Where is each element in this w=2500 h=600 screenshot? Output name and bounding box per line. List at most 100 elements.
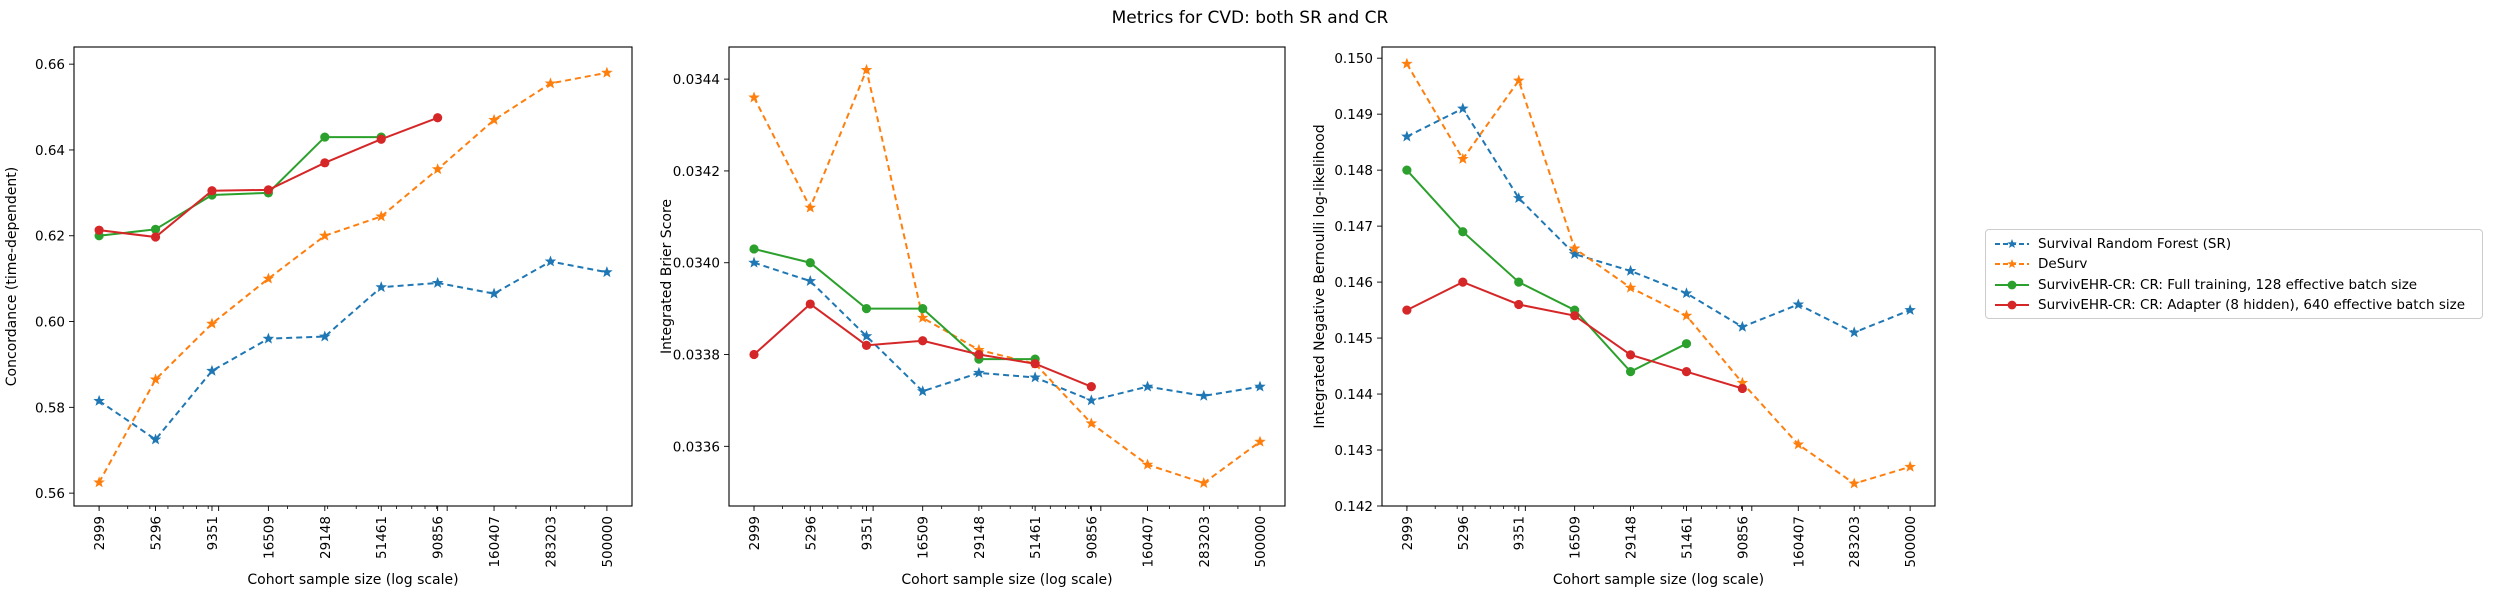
x-tick-label: 2999 — [92, 516, 108, 550]
y-tick-label: 0.149 — [1334, 107, 1373, 123]
data-point-adapter — [207, 186, 217, 196]
x-tick-label: 9351 — [859, 516, 875, 550]
x-tick-label: 283203 — [1847, 516, 1863, 568]
y-tick-label: 0.60 — [35, 315, 65, 331]
axes-frame — [728, 46, 1286, 507]
x-tick-label: 2999 — [1400, 516, 1416, 550]
legend-swatch-marker — [2007, 280, 2017, 290]
axes-frame — [1381, 46, 1936, 507]
y-tick-label: 0.64 — [35, 143, 65, 159]
y-tick-label: 0.66 — [35, 57, 65, 73]
y-tick-label: 0.0340 — [673, 256, 720, 272]
series-line-desurv — [1406, 63, 1911, 485]
y-tick-label: 0.145 — [1334, 331, 1373, 347]
data-point-desurv — [431, 163, 444, 175]
data-point-desurv — [319, 229, 331, 241]
x-tick-label: 29148 — [318, 516, 334, 559]
data-point-adapter — [433, 113, 443, 123]
data-point-adapter — [1570, 311, 1580, 321]
data-point-full — [320, 132, 330, 142]
data-point-desurv — [1254, 435, 1266, 447]
data-point-sr — [748, 256, 760, 268]
data-point-sr — [601, 266, 613, 278]
data-point-sr — [1141, 380, 1154, 392]
data-point-desurv — [1512, 74, 1525, 86]
y-tick-label: 0.144 — [1334, 387, 1373, 403]
x-tick-label: 16509 — [261, 516, 277, 559]
data-point-sr — [488, 287, 500, 299]
data-point-adapter — [974, 349, 984, 360]
y-axis-label: Integrated Negative Bernoulli log-likeli… — [1312, 124, 1328, 428]
data-point-adapter — [1737, 383, 1747, 394]
x-tick-label: 2999 — [747, 516, 763, 550]
x-tick-label: 500000 — [600, 516, 616, 568]
x-tick-label: 51461 — [374, 516, 390, 559]
data-point-adapter — [150, 232, 161, 242]
y-tick-label: 0.147 — [1334, 219, 1373, 235]
y-tick-label: 0.148 — [1334, 163, 1373, 179]
x-tick-label: 16509 — [1568, 516, 1584, 559]
y-tick-label: 0.58 — [35, 400, 65, 416]
legend-swatch-full-training — [1995, 280, 2029, 290]
data-point-adapter — [1030, 359, 1040, 369]
x-tick-label: 9351 — [205, 516, 221, 550]
data-point-sr — [1029, 371, 1041, 383]
data-point-desurv — [206, 317, 218, 329]
data-point-desurv — [1680, 309, 1693, 321]
data-point-adapter — [376, 134, 386, 144]
data-point-adapter — [918, 336, 928, 346]
y-axis-label: Integrated Brier Score — [659, 199, 675, 354]
x-tick-label: 500000 — [1253, 516, 1269, 568]
x-tick-label: 5296 — [803, 516, 819, 550]
y-tick-label: 0.146 — [1334, 275, 1373, 291]
x-axis-label: Cohort sample size (log scale) — [901, 572, 1112, 588]
legend-swatch-sr — [1995, 239, 2029, 249]
y-tick-label: 0.56 — [35, 486, 65, 502]
data-point-desurv — [1085, 417, 1098, 429]
data-point-sr — [1568, 248, 1581, 260]
data-point-desurv — [1792, 438, 1805, 450]
y-tick-label: 0.142 — [1334, 499, 1373, 515]
data-point-sr — [149, 433, 162, 445]
legend-item-full-training: SurvivEHR-CR: CR: Full training, 128 eff… — [1994, 275, 2417, 295]
data-point-desurv — [149, 373, 162, 385]
x-tick-label: 283203 — [1197, 516, 1213, 568]
data-point-desurv — [1904, 460, 1916, 472]
data-point-desurv — [544, 77, 557, 89]
data-point-sr — [544, 255, 557, 267]
data-point-sr — [916, 385, 929, 397]
data-point-desurv — [804, 201, 817, 213]
data-point-full — [861, 304, 872, 314]
legend-item-sr: Survival Random Forest (SR) — [1994, 234, 2231, 254]
data-point-desurv — [1198, 477, 1210, 488]
data-point-sr — [1624, 264, 1637, 276]
x-tick-label: 9351 — [1512, 516, 1528, 550]
data-point-full — [918, 304, 928, 314]
data-point-full — [805, 258, 815, 268]
data-point-adapter — [320, 158, 330, 168]
x-tick-label: 160407 — [1791, 516, 1807, 568]
data-point-sr — [1198, 389, 1210, 401]
data-point-desurv — [1568, 242, 1581, 254]
y-tick-label: 0.0338 — [673, 348, 720, 364]
subplot-nbll: 2999 5296 9351 16509 29148 51461 90856 160407 28… — [1312, 46, 1936, 588]
data-point-full — [1625, 367, 1636, 377]
y-tick-label: 0.0336 — [673, 439, 720, 455]
data-point-adapter — [94, 225, 104, 235]
data-point-adapter — [861, 340, 872, 350]
x-axis-label: Cohort sample size (log scale) — [1553, 572, 1764, 588]
data-point-desurv — [262, 272, 275, 284]
legend: Survival Random Forest (SR) DeSurv Survi… — [1985, 229, 2483, 319]
data-point-sr — [973, 366, 985, 378]
data-point-full — [150, 224, 161, 234]
y-tick-label: 0.62 — [35, 229, 65, 245]
x-axis-label: Cohort sample size (log scale) — [247, 572, 458, 588]
legend-swatch-marker — [2007, 259, 2017, 269]
x-tick-label: 29148 — [1624, 516, 1640, 559]
data-point-sr — [1792, 298, 1805, 310]
x-tick-label: 500000 — [1903, 516, 1919, 568]
data-point-sr — [375, 281, 387, 293]
legend-swatch-marker — [2007, 239, 2017, 249]
data-point-sr — [1401, 130, 1413, 142]
figure-title: Metrics for CVD: both SR and CR — [1111, 8, 1389, 28]
